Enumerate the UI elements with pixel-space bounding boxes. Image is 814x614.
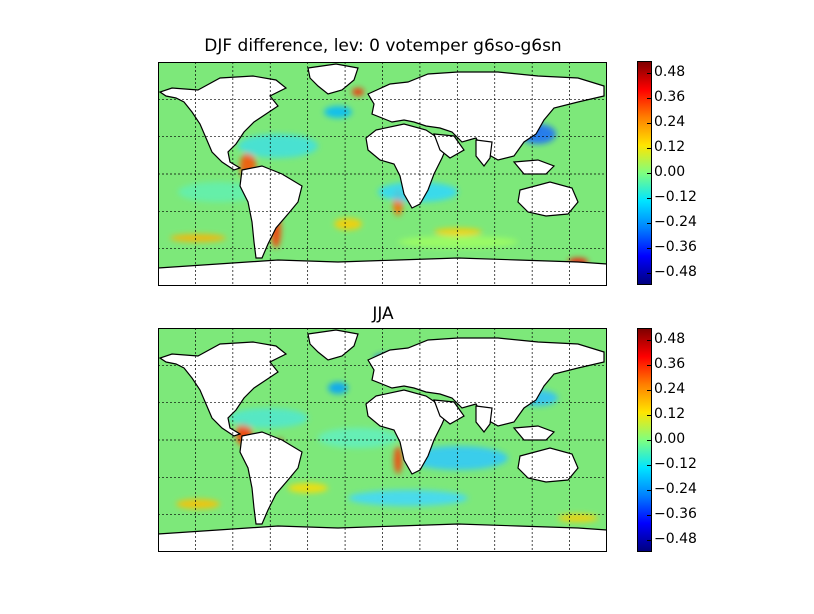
- anomaly-blob: [398, 236, 518, 248]
- land-polygon: [512, 425, 556, 441]
- colorbar-tick-label: −0.24: [654, 480, 697, 497]
- colorbar-tick-label: −0.12: [654, 455, 697, 472]
- land-polygon: [239, 165, 303, 259]
- map-djf: [158, 62, 607, 286]
- land-polygon: [307, 329, 359, 361]
- land-polygon: [475, 139, 493, 167]
- colorbar-tick-label: 0.12: [654, 406, 686, 423]
- colorbar-tick-label: 0.48: [654, 64, 686, 81]
- anomaly-blob: [228, 408, 308, 428]
- map-frame: [158, 62, 607, 286]
- anomaly-blob: [238, 134, 318, 158]
- colorbar-tick-label: 0.36: [654, 356, 686, 373]
- map-svg: [158, 328, 607, 552]
- anomaly-blob: [434, 228, 482, 236]
- colorbar-tick-label: 0.00: [654, 164, 686, 180]
- anomaly-blob: [170, 234, 226, 242]
- anomaly-blob: [394, 446, 402, 474]
- colorbar-tick-label: −0.24: [654, 213, 697, 230]
- colorbar-tick-label: 0.00: [654, 431, 686, 447]
- colorbar-djf: [637, 61, 652, 285]
- land-polygon: [367, 337, 605, 427]
- anomaly-blob: [558, 514, 598, 522]
- colorbar-tick-label: 0.48: [654, 331, 686, 348]
- map-svg: [158, 62, 607, 286]
- colorbar-tick-label: −0.48: [654, 530, 697, 547]
- anomaly-blob: [328, 382, 348, 394]
- map-frame: [158, 328, 607, 552]
- anomaly-blob: [176, 499, 220, 509]
- colorbar-tick-label: 0.24: [654, 114, 686, 131]
- anomaly-blob: [408, 446, 508, 470]
- anomaly-blob: [348, 490, 468, 506]
- map-jja: [158, 328, 607, 552]
- colorbar-tick-label: −0.36: [654, 505, 697, 522]
- anomaly-blob: [334, 218, 362, 230]
- colorbar-tick-label: −0.48: [654, 263, 697, 280]
- colorbar-tick-label: 0.24: [654, 381, 686, 398]
- anomaly-blob: [352, 88, 364, 96]
- land-polygon: [517, 447, 579, 483]
- land-polygon: [517, 181, 579, 217]
- panel-title-djf: DJF difference, lev: 0 votemper g6so-g6s…: [204, 36, 562, 56]
- colorbar-tick-label: −0.12: [654, 188, 697, 205]
- colorbar-tick-label: 0.36: [654, 89, 686, 106]
- colorbar-tick-label: 0.12: [654, 139, 686, 156]
- colorbar-tick-label: −0.36: [654, 238, 697, 255]
- land-polygon: [239, 431, 303, 525]
- anomaly-blob: [178, 182, 258, 202]
- land-polygon: [367, 71, 605, 161]
- land-polygon: [307, 63, 359, 95]
- land-polygon: [512, 159, 556, 175]
- panel-title-jja: JJA: [372, 304, 394, 324]
- anomaly-blob: [318, 428, 398, 448]
- anomaly-blob: [324, 106, 352, 118]
- colorbar-jja: [637, 328, 652, 552]
- land-polygon: [475, 405, 493, 433]
